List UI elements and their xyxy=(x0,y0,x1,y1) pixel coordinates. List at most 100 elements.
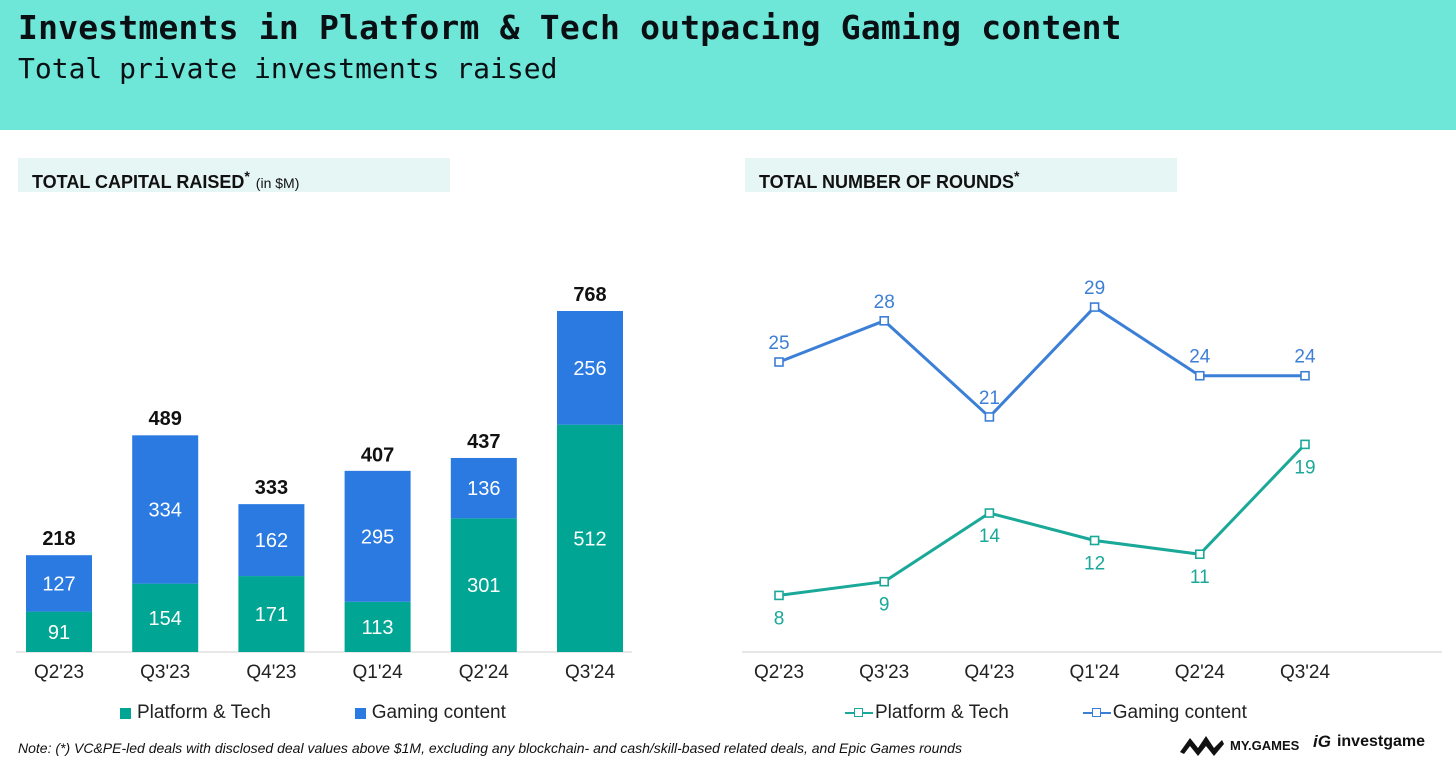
line-series-gaming xyxy=(778,305,1305,419)
line-legend-swatch-gaming xyxy=(1082,707,1111,719)
line-legend-swatch-platform xyxy=(845,707,873,719)
bar-segment-platform xyxy=(450,518,517,652)
right-panel-heading: TOTAL NUMBER OF ROUNDS* xyxy=(745,158,1177,192)
line-point-label: 8 xyxy=(774,608,785,629)
bar-segment-gaming xyxy=(344,470,411,602)
line-point-marker xyxy=(1195,549,1205,560)
legend-swatch-platform xyxy=(120,707,131,719)
left-panel-unit: (in $M) xyxy=(255,175,300,191)
line-x-tick-label: Q2'24 xyxy=(1175,662,1226,683)
legend-label-gaming: Gaming content xyxy=(371,702,506,723)
footnote: Note: (*) VC&PE-led deals with disclosed… xyxy=(18,740,962,756)
bar-x-tick-label: Q2'24 xyxy=(459,662,510,683)
line-x-tick-label: Q2'23 xyxy=(754,662,804,683)
left-panel-title: TOTAL CAPITAL RAISED xyxy=(32,172,245,192)
bar-x-tick-label: Q1'24 xyxy=(353,662,404,683)
bar-segment-gaming xyxy=(238,504,305,577)
bar-value-label: 295 xyxy=(361,526,394,548)
bar-value-label: 162 xyxy=(255,530,288,552)
line-point-marker xyxy=(984,508,995,518)
legend-item-gaming: Gaming content xyxy=(354,702,506,724)
line-chart-legend: Platform & Tech Gaming content xyxy=(845,702,1247,724)
bar-segment-gaming xyxy=(450,457,517,519)
bar-segment-platform xyxy=(132,583,199,652)
investgame-logo-mark: iG xyxy=(1313,732,1331,751)
legend-item-platform: Platform & Tech xyxy=(120,702,271,724)
line-x-tick-label: Q1'24 xyxy=(1070,662,1121,683)
bar-chart-legend: Platform & Tech Gaming content xyxy=(120,702,506,724)
line-point-marker xyxy=(879,576,890,587)
mygames-logo-text: MY.GAMES xyxy=(1230,737,1300,753)
bar-value-label: 127 xyxy=(42,573,75,595)
bar-x-tick-label: Q4'23 xyxy=(246,662,296,683)
investgame-logo: iG investgame xyxy=(1313,732,1425,752)
page-title: Investments in Platform & Tech outpacing… xyxy=(18,8,1122,47)
line-point-label: 14 xyxy=(979,526,1001,547)
line-legend-item-platform: Platform & Tech xyxy=(845,702,1009,724)
line-point-marker xyxy=(1300,439,1310,450)
right-panel-title: TOTAL NUMBER OF ROUNDS xyxy=(759,172,1014,192)
bar-total-label: 407 xyxy=(361,444,394,466)
line-point-label: 24 xyxy=(1189,347,1211,368)
line-point-marker xyxy=(774,357,784,367)
bar-value-label: 512 xyxy=(573,528,606,550)
bar-segment-gaming xyxy=(557,311,623,425)
mygames-logo: MY.GAMES xyxy=(1178,732,1299,758)
line-point-label: 28 xyxy=(874,292,895,313)
bar-value-label: 154 xyxy=(149,608,182,630)
line-point-label: 11 xyxy=(1190,567,1210,588)
line-point-marker xyxy=(1089,535,1100,546)
right-panel-asterisk: * xyxy=(1014,168,1020,184)
capital-raised-chart: 91 127 218 Q2'23 154 334 489 Q3'23 171 162 333 Q4'2… xyxy=(16,284,632,683)
line-point-label: 19 xyxy=(1294,457,1315,478)
line-point-label: 25 xyxy=(768,333,789,354)
bar-total-label: 218 xyxy=(42,528,75,550)
left-panel-asterisk: * xyxy=(244,168,250,184)
line-point-label: 29 xyxy=(1084,278,1105,299)
line-x-tick-label: Q3'23 xyxy=(859,662,909,683)
header-banner xyxy=(0,0,1456,130)
bar-value-label: 113 xyxy=(362,617,394,639)
bar-segment-platform xyxy=(344,601,411,652)
line-point-label: 9 xyxy=(879,595,890,616)
line-legend-label-platform: Platform & Tech xyxy=(875,702,1009,723)
legend-swatch-gaming xyxy=(354,707,366,719)
bar-segment-platform xyxy=(238,576,305,652)
line-legend-item-gaming: Gaming content xyxy=(1082,702,1247,724)
bar-segment-platform xyxy=(26,611,92,652)
legend-label-platform: Platform & Tech xyxy=(137,702,271,723)
bar-x-tick-label: Q3'23 xyxy=(140,662,190,683)
line-legend-label-gaming: Gaming content xyxy=(1112,702,1247,723)
line-point-label: 21 xyxy=(979,388,1000,409)
investgame-logo-text: investgame xyxy=(1336,733,1425,750)
line-series-platform xyxy=(778,443,1307,597)
line-point-marker xyxy=(1195,370,1205,381)
bar-segment-gaming xyxy=(26,555,92,612)
mygames-logo-icon xyxy=(1180,736,1224,756)
bar-total-label: 437 xyxy=(467,431,500,453)
line-point-label: 24 xyxy=(1294,347,1316,368)
bar-total-label: 333 xyxy=(255,477,288,499)
line-point-marker xyxy=(774,590,784,601)
bar-total-label: 768 xyxy=(573,284,606,306)
line-point-marker xyxy=(879,316,890,326)
bar-x-tick-label: Q3'24 xyxy=(565,662,616,683)
line-x-tick-label: Q4'23 xyxy=(964,662,1014,683)
bar-segment-platform xyxy=(557,424,623,652)
bar-x-tick-label: Q2'23 xyxy=(34,662,84,683)
line-point-marker xyxy=(984,412,995,422)
bar-total-label: 489 xyxy=(149,408,182,430)
line-point-label: 12 xyxy=(1084,553,1105,574)
bar-segment-gaming xyxy=(132,435,199,584)
line-point-marker xyxy=(1089,302,1100,312)
bar-value-label: 171 xyxy=(255,604,288,626)
bar-value-label: 256 xyxy=(573,358,606,380)
bar-value-label: 334 xyxy=(149,499,182,521)
line-point-marker xyxy=(1300,370,1310,381)
bar-value-label: 136 xyxy=(467,478,500,500)
page-subtitle: Total private investments raised xyxy=(18,52,558,85)
bar-value-label: 301 xyxy=(467,575,500,597)
rounds-chart: 8 9 14 12 11 19 25 28 21 29 24 24 Q2'23 Q3'23 Q4'23 Q1'… xyxy=(742,278,1442,683)
left-panel-heading: TOTAL CAPITAL RAISED* (in $M) xyxy=(18,158,450,192)
